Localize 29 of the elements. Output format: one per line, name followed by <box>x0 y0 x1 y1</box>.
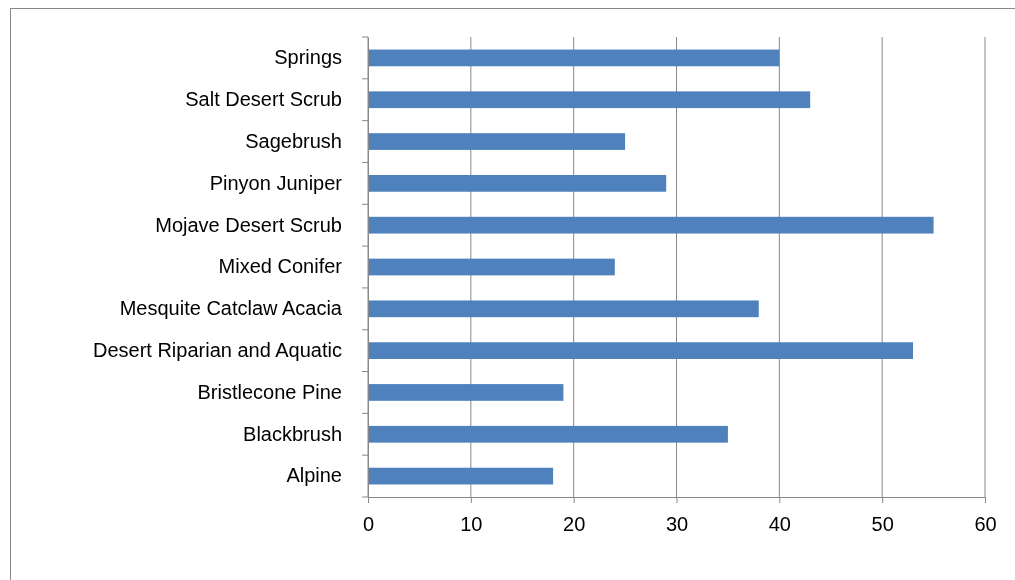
x-tick-label: 0 <box>362 513 375 536</box>
bar <box>368 49 780 67</box>
y-tick-label: Bristlecone Pine <box>197 380 342 403</box>
y-tick-label: Mesquite Catclaw Acacia <box>119 297 343 320</box>
x-tick-label: 50 <box>871 513 894 536</box>
bar <box>368 133 626 150</box>
x-tick-label: 30 <box>665 513 689 536</box>
bar <box>368 300 759 318</box>
y-tick-label: Pinyon Juniper <box>209 171 343 194</box>
x-tick-label: 10 <box>460 513 483 536</box>
x-tick-label: 40 <box>768 513 791 536</box>
bar <box>368 384 564 401</box>
y-tick-label: Sagebrush <box>245 129 342 152</box>
y-tick-label: Blackbrush <box>243 422 342 445</box>
x-tick-label: 60 <box>974 513 997 536</box>
y-tick-label: Alpine <box>286 464 342 487</box>
bar <box>368 342 914 359</box>
x-tick-label: 20 <box>563 513 586 536</box>
y-tick-label: Mixed Conifer <box>218 255 343 278</box>
bar <box>368 216 934 234</box>
y-tick-label: Mojave Desert Scrub <box>155 213 342 236</box>
bar <box>368 467 554 485</box>
bar <box>368 91 811 109</box>
bar <box>368 175 667 192</box>
y-tick-label: Springs <box>274 46 342 69</box>
bar <box>368 425 728 443</box>
bar <box>368 258 615 276</box>
y-tick-label: Desert Riparian and Aquatic <box>92 339 342 362</box>
y-tick-label: Salt Desert Scrub <box>185 88 342 111</box>
